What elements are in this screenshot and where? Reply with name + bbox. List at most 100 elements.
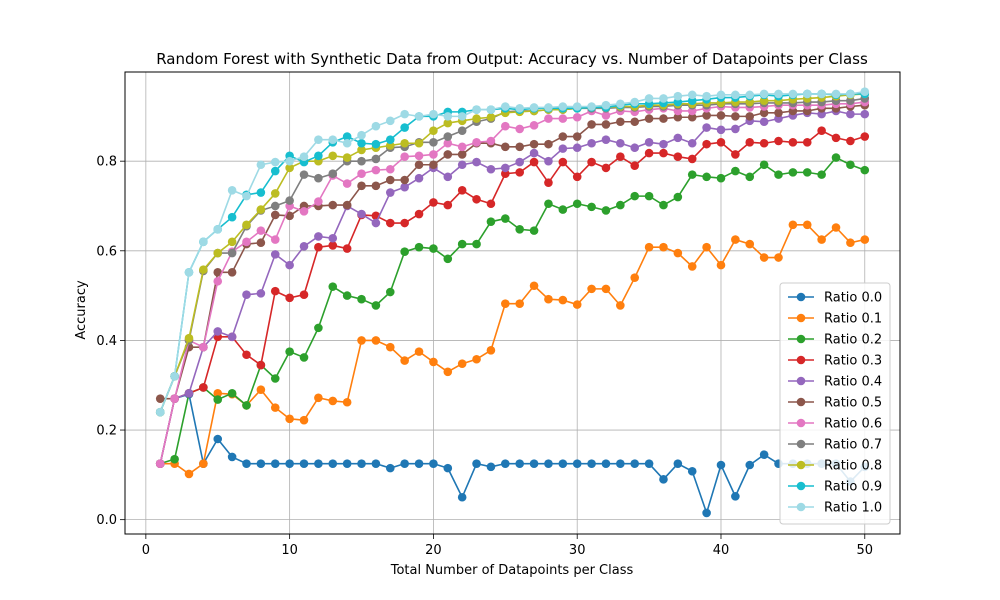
data-point bbox=[155, 407, 165, 417]
data-point bbox=[817, 89, 826, 99]
data-point bbox=[759, 160, 769, 170]
legend-marker bbox=[796, 418, 806, 428]
data-point bbox=[371, 301, 381, 310]
data-point bbox=[270, 166, 280, 176]
data-point bbox=[759, 450, 769, 459]
data-point bbox=[328, 396, 338, 406]
data-point bbox=[501, 121, 510, 131]
data-point bbox=[400, 123, 409, 132]
legend-label: Ratio 0.8 bbox=[824, 459, 882, 474]
data-point bbox=[572, 459, 582, 468]
data-point bbox=[486, 199, 496, 209]
data-point bbox=[745, 239, 755, 249]
data-point bbox=[357, 138, 366, 148]
data-point bbox=[731, 112, 740, 121]
data-point bbox=[385, 116, 395, 126]
data-point bbox=[256, 360, 266, 370]
legend-label: Ratio 0.7 bbox=[824, 438, 882, 453]
data-point bbox=[558, 205, 568, 214]
data-point bbox=[630, 161, 640, 170]
plot-frame bbox=[124, 71, 901, 535]
data-point bbox=[831, 223, 841, 232]
data-point bbox=[414, 209, 424, 219]
data-point bbox=[457, 160, 467, 170]
data-point bbox=[501, 102, 510, 111]
data-point bbox=[687, 138, 697, 148]
data-point bbox=[529, 139, 539, 149]
data-point bbox=[314, 135, 323, 144]
data-point bbox=[486, 105, 496, 114]
data-point bbox=[601, 163, 611, 173]
data-point bbox=[443, 463, 453, 473]
data-point bbox=[731, 492, 740, 501]
data-point bbox=[256, 238, 266, 248]
data-point bbox=[644, 148, 654, 158]
data-point bbox=[385, 164, 395, 174]
data-point bbox=[529, 148, 539, 158]
data-point bbox=[601, 111, 611, 120]
legend-marker bbox=[796, 460, 806, 470]
data-point bbox=[802, 168, 812, 177]
data-point bbox=[515, 124, 524, 134]
data-point bbox=[371, 154, 381, 164]
data-point bbox=[371, 165, 381, 175]
data-point bbox=[702, 172, 711, 182]
x-tick-label: 50 bbox=[856, 543, 873, 558]
data-point bbox=[587, 459, 596, 468]
data-point bbox=[774, 253, 783, 262]
data-point bbox=[544, 103, 553, 112]
data-point bbox=[342, 397, 352, 407]
data-point bbox=[601, 459, 611, 468]
data-point bbox=[716, 460, 726, 470]
data-point bbox=[774, 89, 783, 99]
legend-box bbox=[779, 282, 891, 525]
data-point bbox=[285, 196, 294, 205]
data-point bbox=[414, 173, 424, 183]
data-point bbox=[299, 170, 309, 179]
data-point bbox=[371, 218, 381, 228]
data-point bbox=[745, 138, 755, 147]
data-point bbox=[385, 175, 395, 185]
data-point bbox=[544, 199, 553, 209]
legend-marker bbox=[796, 502, 806, 512]
data-point bbox=[400, 109, 409, 119]
x-tick-label: 20 bbox=[425, 543, 442, 558]
data-point bbox=[572, 143, 582, 153]
series-ratio-0-2 bbox=[155, 153, 870, 468]
data-point bbox=[515, 168, 524, 177]
data-point bbox=[673, 459, 683, 468]
data-point bbox=[572, 300, 582, 309]
data-point bbox=[472, 354, 481, 364]
data-point bbox=[558, 114, 568, 123]
data-point bbox=[270, 210, 280, 220]
data-point bbox=[558, 459, 568, 468]
data-point bbox=[515, 142, 524, 152]
data-point bbox=[644, 459, 654, 468]
data-point bbox=[544, 114, 553, 123]
data-point bbox=[702, 508, 711, 518]
data-point bbox=[501, 459, 510, 468]
data-point bbox=[630, 97, 640, 107]
data-point bbox=[544, 178, 553, 187]
data-point bbox=[529, 281, 539, 291]
data-point bbox=[601, 206, 611, 215]
data-point bbox=[529, 103, 539, 112]
data-point bbox=[558, 144, 568, 153]
y-tick-label: 0.0 bbox=[96, 513, 117, 528]
data-point bbox=[515, 224, 524, 234]
data-point bbox=[731, 166, 740, 176]
legend-label: Ratio 0.0 bbox=[824, 291, 882, 306]
data-point bbox=[687, 90, 697, 100]
data-point bbox=[242, 350, 251, 360]
data-point bbox=[802, 89, 812, 99]
data-point bbox=[716, 138, 726, 147]
data-point bbox=[242, 401, 251, 410]
data-point bbox=[831, 153, 841, 162]
data-point bbox=[529, 157, 539, 167]
data-point bbox=[616, 200, 625, 210]
data-point bbox=[716, 173, 726, 183]
data-point bbox=[199, 237, 208, 247]
legend-marker bbox=[796, 376, 806, 386]
data-point bbox=[429, 160, 438, 170]
data-point bbox=[328, 200, 338, 210]
